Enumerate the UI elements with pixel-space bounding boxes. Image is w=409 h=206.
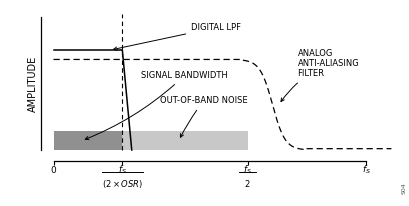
- Text: SIGNAL BANDWIDTH: SIGNAL BANDWIDTH: [85, 71, 227, 140]
- Bar: [54, 131, 122, 150]
- Bar: [122, 131, 247, 150]
- Text: $f_S$: $f_S$: [117, 163, 126, 176]
- Text: ANALOG
ANTI-ALIASING
FILTER: ANALOG ANTI-ALIASING FILTER: [280, 49, 358, 102]
- Text: $f_S$: $f_S$: [243, 163, 252, 176]
- Text: $f_S$: $f_S$: [361, 163, 370, 176]
- Text: S04: S04: [400, 182, 405, 194]
- Y-axis label: AMPLITUDE: AMPLITUDE: [28, 55, 38, 112]
- Text: OUT-OF-BAND NOISE: OUT-OF-BAND NOISE: [160, 96, 247, 137]
- Text: $2$: $2$: [244, 178, 250, 189]
- Text: $(2 \times OSR)$: $(2 \times OSR)$: [101, 178, 143, 190]
- Text: DIGITAL LPF: DIGITAL LPF: [113, 23, 240, 50]
- Text: 0: 0: [51, 166, 56, 175]
